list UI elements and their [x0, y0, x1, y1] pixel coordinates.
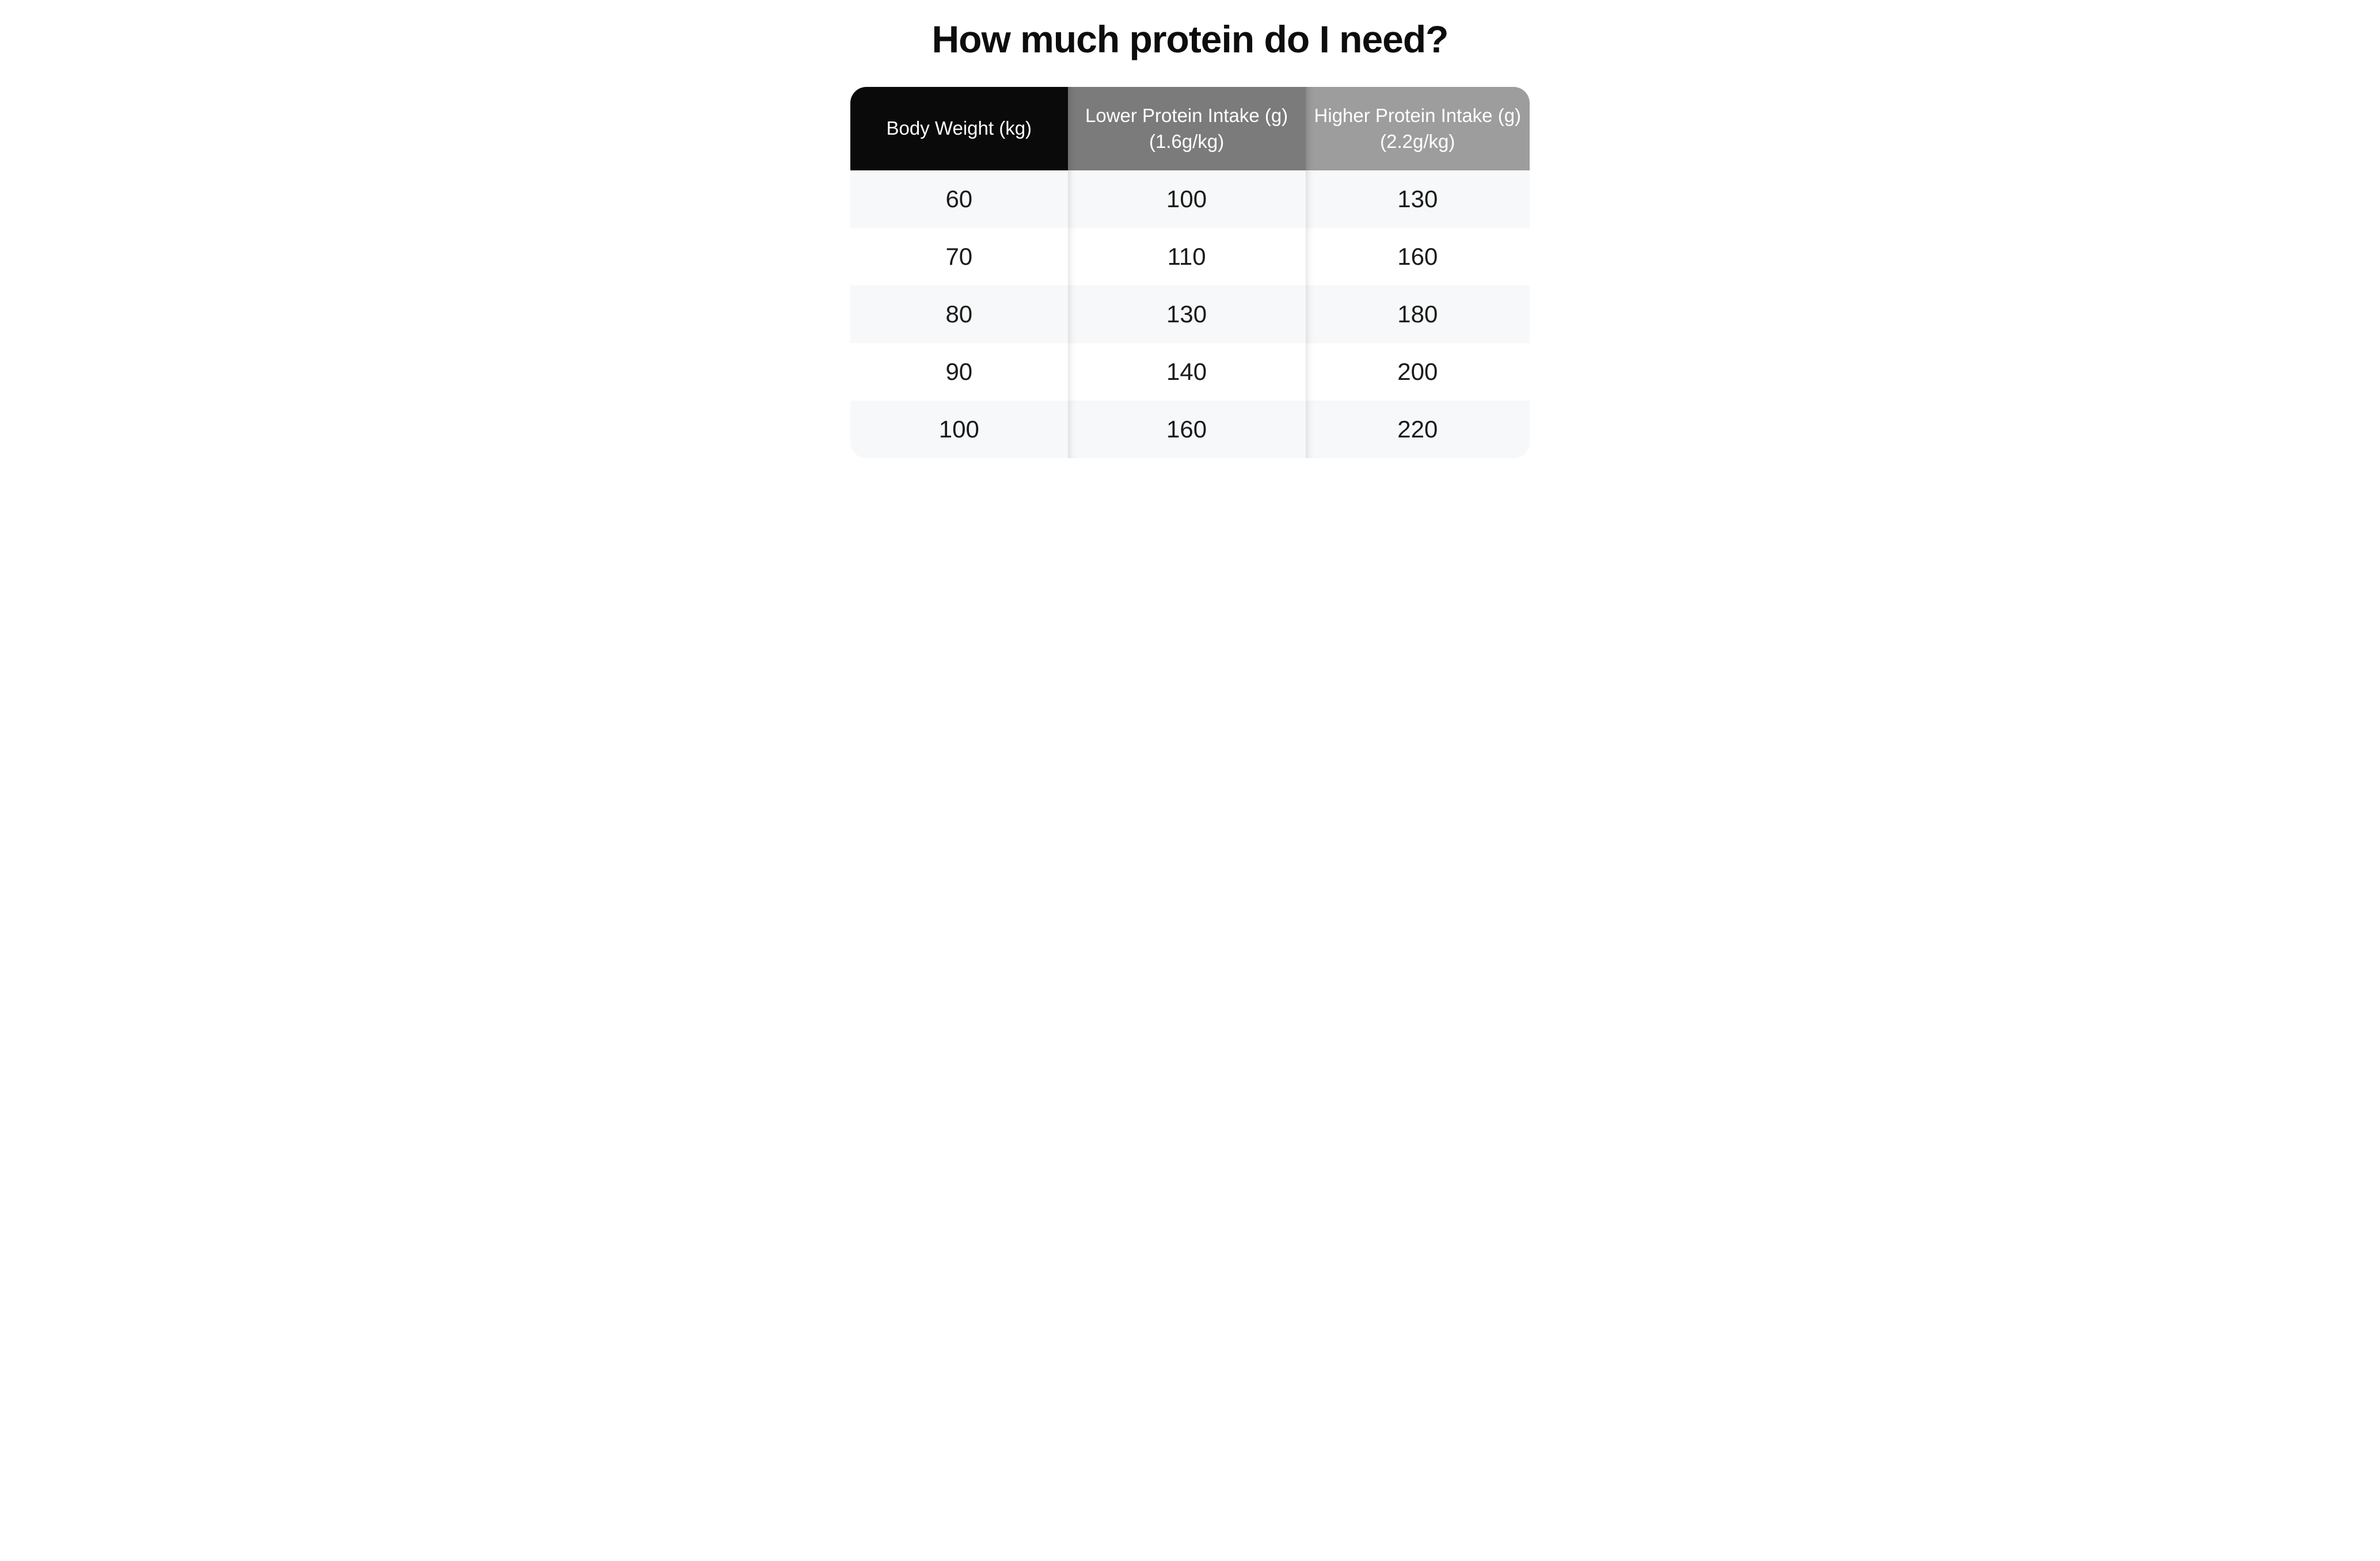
- col-header-higher: Higher Protein Intake (g) (2.2g/kg): [1306, 87, 1530, 170]
- table-row: 90140200: [850, 343, 1530, 401]
- cell-higher: 200: [1306, 343, 1530, 401]
- col-header-lower: Lower Protein Intake (g) (1.6g/kg): [1068, 87, 1306, 170]
- cell-weight: 70: [850, 228, 1068, 285]
- cell-lower: 160: [1068, 401, 1306, 458]
- col-header-weight-line1: Body Weight (kg): [858, 116, 1060, 142]
- cell-lower: 100: [1068, 170, 1306, 228]
- cell-higher: 160: [1306, 228, 1530, 285]
- table-head: Body Weight (kg) Lower Protein Intake (g…: [850, 87, 1530, 170]
- table-row: 70110160: [850, 228, 1530, 285]
- col-header-lower-line1: Lower Protein Intake (g): [1076, 103, 1298, 129]
- cell-lower: 130: [1068, 285, 1306, 343]
- protein-table-wrap: Body Weight (kg) Lower Protein Intake (g…: [850, 87, 1530, 458]
- cell-lower: 110: [1068, 228, 1306, 285]
- col-header-weight: Body Weight (kg): [850, 87, 1068, 170]
- cell-lower: 140: [1068, 343, 1306, 401]
- table-row: 100160220: [850, 401, 1530, 458]
- col-header-lower-line2: (1.6g/kg): [1076, 129, 1298, 155]
- page: How much protein do I need? Body Weight …: [833, 0, 1547, 475]
- table-body: 6010013070110160801301809014020010016022…: [850, 170, 1530, 458]
- cell-weight: 90: [850, 343, 1068, 401]
- cell-weight: 100: [850, 401, 1068, 458]
- cell-higher: 130: [1306, 170, 1530, 228]
- table-header-row: Body Weight (kg) Lower Protein Intake (g…: [850, 87, 1530, 170]
- col-header-higher-line1: Higher Protein Intake (g): [1314, 103, 1522, 129]
- page-title: How much protein do I need?: [850, 17, 1530, 61]
- cell-higher: 220: [1306, 401, 1530, 458]
- table-row: 60100130: [850, 170, 1530, 228]
- cell-weight: 60: [850, 170, 1068, 228]
- col-header-higher-line2: (2.2g/kg): [1314, 129, 1522, 155]
- cell-weight: 80: [850, 285, 1068, 343]
- protein-table: Body Weight (kg) Lower Protein Intake (g…: [850, 87, 1530, 458]
- cell-higher: 180: [1306, 285, 1530, 343]
- table-row: 80130180: [850, 285, 1530, 343]
